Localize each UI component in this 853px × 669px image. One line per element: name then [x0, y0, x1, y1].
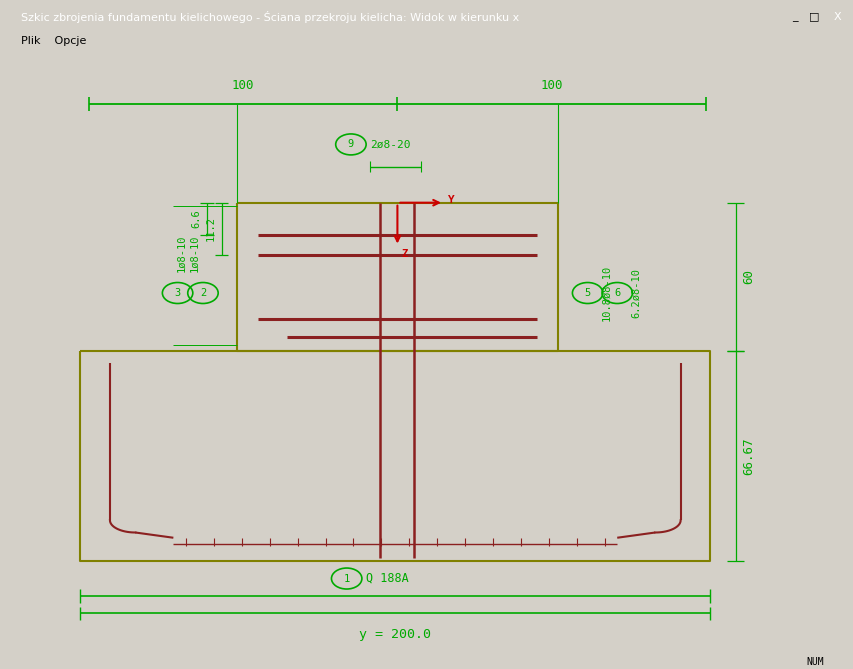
- Text: _: _: [791, 12, 797, 21]
- Text: 6.2ø8-10: 6.2ø8-10: [630, 268, 640, 318]
- Text: Z: Z: [401, 250, 408, 260]
- Text: y = 200.0: y = 200.0: [359, 628, 431, 641]
- Text: 100: 100: [540, 79, 562, 92]
- Text: 3: 3: [174, 288, 181, 298]
- Text: Szkic zbrojenia fundamentu kielichowego - Ściana przekroju kielicha: Widok w kie: Szkic zbrojenia fundamentu kielichowego …: [21, 11, 519, 23]
- Text: 1: 1: [343, 573, 350, 583]
- Text: 2ø8-20: 2ø8-20: [370, 139, 410, 149]
- Text: 10.8ø8-10: 10.8ø8-10: [601, 265, 611, 321]
- Text: 11.2: 11.2: [206, 216, 215, 242]
- Text: 100: 100: [232, 79, 254, 92]
- Text: 5: 5: [583, 288, 590, 298]
- Text: □: □: [808, 12, 818, 21]
- Text: 2: 2: [200, 288, 206, 298]
- Text: 66.67: 66.67: [741, 438, 754, 475]
- Text: 1ø8-10: 1ø8-10: [189, 235, 200, 272]
- Text: NUM: NUM: [806, 657, 823, 666]
- Text: 60: 60: [741, 270, 754, 284]
- Text: 1ø8-10: 1ø8-10: [177, 235, 187, 272]
- Text: 6: 6: [613, 288, 619, 298]
- Text: Plik    Opcje: Plik Opcje: [21, 36, 86, 45]
- Text: X: X: [833, 12, 840, 21]
- Text: Q 188A: Q 188A: [366, 572, 409, 585]
- Text: Y: Y: [448, 195, 455, 205]
- Text: 6.6: 6.6: [191, 209, 201, 228]
- Text: 9: 9: [347, 139, 354, 149]
